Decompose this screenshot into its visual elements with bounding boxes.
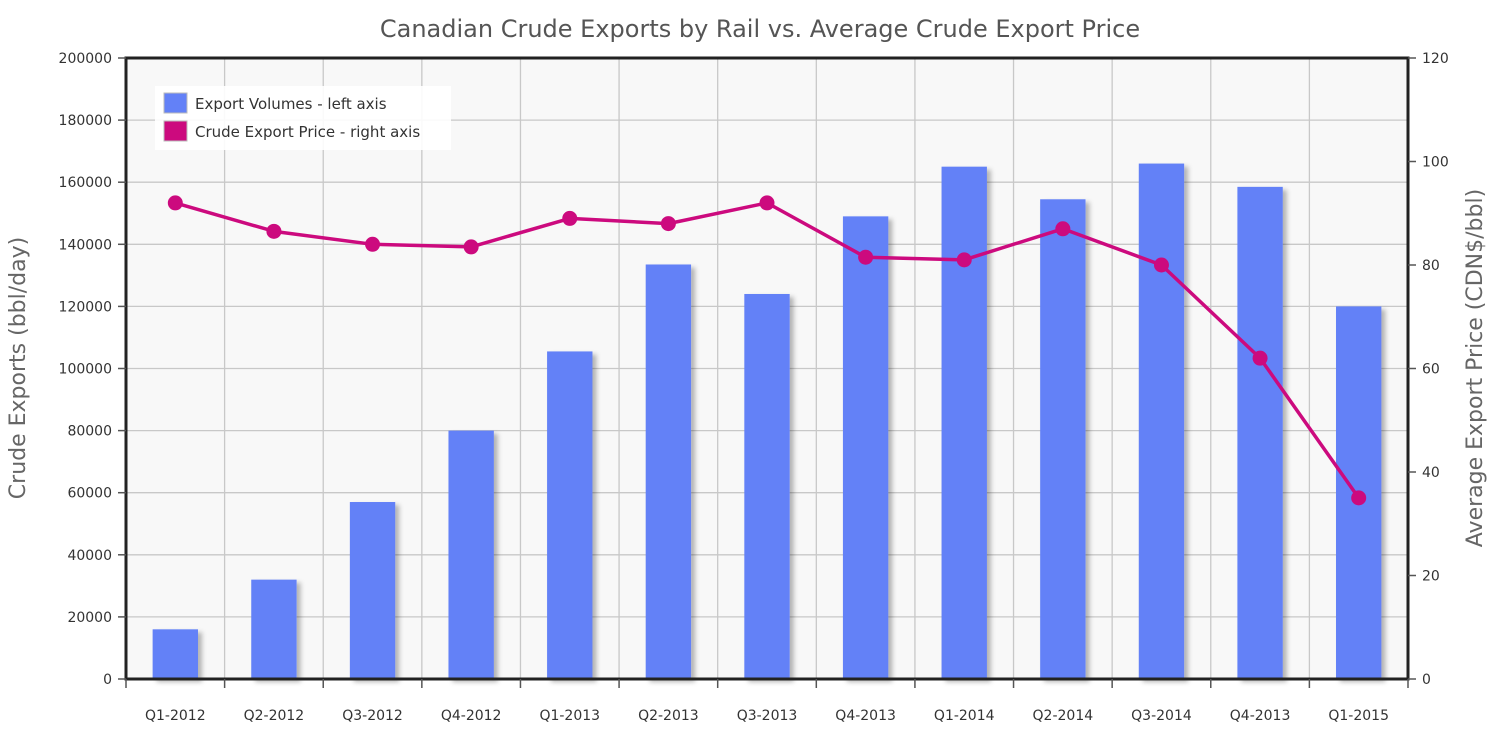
x-tick-label: Q3-2012 bbox=[342, 708, 403, 724]
bar bbox=[1237, 186, 1283, 680]
price-point bbox=[759, 195, 775, 211]
y-tick-label: 160000 bbox=[59, 175, 112, 191]
y-axis-title: Crude Exports (bbl/day) bbox=[6, 237, 31, 499]
y2-tick-label: 120 bbox=[1422, 51, 1449, 67]
price-point bbox=[1153, 257, 1169, 273]
price-point bbox=[660, 216, 676, 232]
y2-tick-label: 100 bbox=[1422, 155, 1449, 171]
price-point bbox=[266, 223, 282, 239]
y2-tick-label: 40 bbox=[1422, 465, 1440, 481]
legend-box bbox=[155, 86, 451, 150]
x-tick-label: Q3-2013 bbox=[737, 708, 798, 724]
axes: 0 20000 40000 60000 80000 100000 120000 140000 1… bbox=[59, 51, 1449, 724]
y-tick-label: 40000 bbox=[67, 548, 112, 564]
y-tick-label: 200000 bbox=[59, 51, 112, 67]
x-tick-label: Q2-2012 bbox=[244, 708, 305, 724]
legend-label-price: Crude Export Price - right axis bbox=[195, 123, 420, 141]
price-point bbox=[956, 252, 972, 268]
bar bbox=[152, 629, 198, 679]
bar bbox=[1138, 163, 1185, 679]
x-tick-label: Q1-2015 bbox=[1328, 708, 1389, 724]
bar bbox=[547, 351, 593, 679]
bar bbox=[744, 293, 790, 679]
legend-swatch-price bbox=[163, 120, 188, 142]
x-tick-label: Q4-2012 bbox=[441, 708, 502, 724]
bar-series bbox=[152, 163, 1382, 680]
y-tick-label: 0 bbox=[103, 672, 112, 688]
y-tick-label: 120000 bbox=[59, 299, 112, 315]
x-tick-label: Q1-2014 bbox=[934, 708, 995, 724]
legend-label-volumes: Export Volumes - left axis bbox=[195, 95, 387, 113]
y-tick-label: 20000 bbox=[67, 610, 112, 626]
legend-swatch-volumes bbox=[163, 92, 188, 114]
price-point bbox=[463, 239, 479, 255]
y2-tick-label: 0 bbox=[1422, 672, 1431, 688]
price-point bbox=[562, 210, 578, 226]
y2-tick-label: 20 bbox=[1422, 569, 1440, 585]
price-point bbox=[1055, 221, 1071, 237]
bar bbox=[645, 264, 692, 679]
y2-tick-label: 80 bbox=[1422, 258, 1440, 274]
x-tick-label: Q1-2013 bbox=[539, 708, 600, 724]
x-tick-label: Q4-2013 bbox=[1230, 708, 1291, 724]
y-tick-label: 180000 bbox=[59, 113, 112, 129]
price-point bbox=[365, 236, 381, 252]
bar bbox=[842, 216, 889, 680]
price-point bbox=[858, 249, 874, 265]
price-point bbox=[1252, 350, 1268, 366]
legend: Export Volumes - left axis Crude Export … bbox=[155, 86, 451, 150]
y-tick-label: 100000 bbox=[59, 362, 112, 378]
bar bbox=[448, 430, 494, 679]
y-tick-label: 60000 bbox=[67, 486, 112, 502]
x-tick-label: Q2-2014 bbox=[1033, 708, 1094, 724]
y2-tick-label: 60 bbox=[1422, 362, 1440, 378]
price-point bbox=[167, 195, 183, 211]
price-point bbox=[1351, 490, 1367, 506]
bar bbox=[349, 502, 396, 679]
bar bbox=[1040, 199, 1086, 679]
x-tick-label: Q4-2013 bbox=[835, 708, 896, 724]
bar bbox=[251, 579, 297, 679]
x-tick-label: Q2-2013 bbox=[638, 708, 699, 724]
x-tick-label: Q3-2014 bbox=[1131, 708, 1192, 724]
y-tick-label: 80000 bbox=[67, 424, 112, 440]
y-tick-label: 140000 bbox=[59, 237, 112, 253]
x-tick-label: Q1-2012 bbox=[145, 708, 206, 724]
y2-axis-title: Average Export Price (CDN$/bbl) bbox=[1463, 189, 1488, 547]
bar bbox=[941, 166, 987, 680]
chart-title: Canadian Crude Exports by Rail vs. Avera… bbox=[380, 15, 1140, 43]
line-series bbox=[167, 195, 1367, 506]
